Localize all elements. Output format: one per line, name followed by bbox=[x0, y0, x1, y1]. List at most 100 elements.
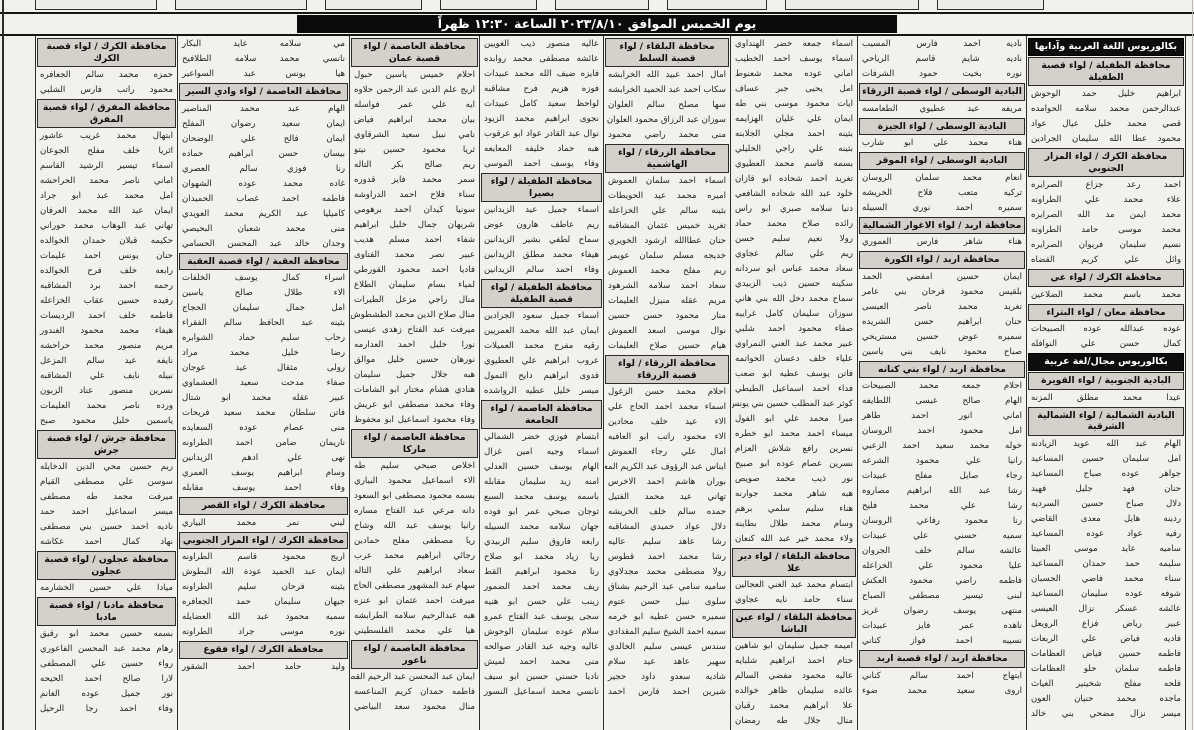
name-row: ثريا محمود حسين نيتو bbox=[354, 145, 475, 155]
name-row: كوثر عبد المطلب حسين بني يونس bbox=[732, 399, 853, 409]
name-row: رولى مثقال عيد عوجان bbox=[182, 363, 345, 373]
name-row: نبيله نايف علي المشاقبه bbox=[40, 371, 173, 381]
name-row: ابتسام محمد عبد الغني العجالين bbox=[735, 580, 853, 590]
name-row: قصي محمد خليل عيال عواد bbox=[1031, 119, 1181, 129]
name-row: امنه زيد سليمان مقابله bbox=[484, 477, 599, 487]
name-row: لبنى تيسير مصطفى الصباح bbox=[862, 591, 1022, 601]
region-header: محافظة الكرك / لواء المزار الجنوبي bbox=[1028, 148, 1184, 177]
name-row: حمده سالم خلف الخريشه bbox=[608, 507, 726, 517]
name-row: ريا زياد محمد ابو صلاح bbox=[484, 552, 599, 562]
name-row: رنا محمود ابراهيم القط bbox=[484, 567, 599, 577]
name-row: احلام جمعه محمد الصبيحات bbox=[862, 381, 1022, 391]
name-row: ميرفت عبد الفتاح زهدى عيسى bbox=[354, 325, 475, 335]
name-row: سليمه حمد حمدان المساعيد bbox=[1031, 558, 1181, 569]
name-row: كاميليا عبد الكريم محمد العويدي bbox=[182, 208, 345, 219]
name-row: عبير محمد عبد الغني النمراوي bbox=[735, 339, 853, 349]
name-row: ريف محمد احمد الضمور bbox=[484, 582, 599, 592]
name-row: عائشه سالم خلف الجروان bbox=[862, 546, 1022, 556]
name-row: فاتن يوسف عطيه ابو صعب bbox=[735, 369, 853, 379]
name-row: رقيه عواد عوده المساعيد bbox=[1031, 528, 1181, 539]
name-row: شفاء احمد مسلم هديب bbox=[354, 235, 475, 245]
name-row: رشا علي محمد فليح bbox=[862, 501, 1022, 511]
name-row: لمياء بسام سليمان الطلاع bbox=[354, 280, 475, 290]
name-row: امل يحيى جبر عساف bbox=[735, 84, 853, 94]
name-row: ايات محمود موسى بني طه bbox=[735, 99, 853, 109]
name-row: اميره محمد عيد الحويطات bbox=[608, 191, 726, 201]
name-row: رنا فوزي سالم العصري bbox=[182, 163, 345, 174]
name-row: الهام عبد محمد المناصير bbox=[182, 103, 345, 114]
name-row: اسراء كمال يوسف الخلفات bbox=[182, 273, 345, 283]
name-row: ناديه احمد فارس المسيب bbox=[862, 39, 1022, 49]
name-row: وفاء احمد سالم الزيدانين bbox=[484, 265, 599, 275]
cropped-header-fragment bbox=[555, 0, 649, 10]
cropped-header-fragment bbox=[937, 0, 1044, 10]
name-row: وليد حامد احمد الشقور bbox=[182, 661, 345, 672]
region-header: محافظة اربد / لواء قصبة اربد bbox=[859, 650, 1025, 668]
region-header: البادية الوسطى / لواء قصبة الزرقاء bbox=[859, 83, 1025, 101]
column-5: عاليه منصور ذيب الغويين عائشه مصطفى محمد … bbox=[479, 36, 603, 730]
name-row: منى محمد احمد لميش bbox=[484, 657, 599, 667]
name-row: سميه حسني علي عبيدات bbox=[862, 531, 1022, 541]
name-row: شيرين احمد فارس احمد bbox=[608, 687, 726, 697]
name-row: فاطمه حمدان كريم المناعسه bbox=[354, 687, 475, 697]
name-row: رولا نعيم سليم حسن bbox=[735, 234, 853, 244]
name-row: وفاء احمد رجا الرحيل bbox=[40, 704, 173, 714]
name-row: باسمه يوسف محمد السبع bbox=[484, 492, 599, 502]
name-row: عاليه وجيه عبد القادر صوالحه bbox=[484, 642, 599, 652]
name-row: فدوى ابراهيم دايح التمول bbox=[484, 371, 599, 381]
name-row: نسيبه احمد فواز كناني bbox=[862, 636, 1022, 646]
name-row: ريم عاطف هارون عوض bbox=[484, 220, 599, 230]
name-row: دلال عواد حميدي المشاقبه bbox=[608, 522, 726, 532]
name-row: اماني ناصر محمد الحراحشه bbox=[40, 176, 173, 186]
cropped-header-fragment bbox=[325, 0, 422, 10]
name-row: اسماء احمد سلمان العموش bbox=[608, 176, 726, 186]
name-row: تغريد خميس عثمان المشاقبه bbox=[608, 221, 726, 231]
name-row: سوزان سليمان كامل غرايبه bbox=[735, 309, 853, 319]
name-row: سماح لطفي بشير الزيدانين bbox=[484, 235, 599, 245]
name-row: اروى سعيد محمد ضوء bbox=[862, 685, 1022, 696]
name-row: حنان عطاالله ارشود الخويري bbox=[608, 236, 726, 246]
region-header: محافظة العاصمة / لواء ماركا bbox=[351, 429, 478, 458]
name-row: نايفه عيد سالم المزعل bbox=[40, 356, 173, 366]
name-row: سكينه حسين ذيب الزبيدي bbox=[735, 279, 853, 289]
name-row: لارا صالح احمد الحيحه bbox=[40, 674, 173, 684]
name-row: جيهان سليمان حمد الجعافره bbox=[182, 597, 345, 607]
name-row: سمر محمد فايز قدوره bbox=[354, 175, 475, 185]
name-row: تهاني عبد الوهاب محمد حوراني bbox=[40, 221, 173, 231]
name-row: لواحظ سعيد كامل عبيدات bbox=[484, 99, 599, 109]
name-row: ريم مفلح محمد العموش bbox=[608, 266, 726, 276]
name-row: سميره عوض حسين مستريحي bbox=[862, 331, 1022, 342]
region-header: محافظة مادبا / لواء قصبة مادبا bbox=[37, 597, 176, 626]
name-row: نور جميل عوده الغانم bbox=[40, 689, 173, 699]
name-row: انعام محمد سلمان الروسان bbox=[862, 172, 1022, 183]
name-row: هبه عبدالرحيم سلامه الطرابشه bbox=[354, 611, 475, 621]
name-row: وجدان خالد عبد المحسن الحسامي bbox=[182, 238, 345, 249]
name-row: ولاء محمد خير عبد الله كنعان bbox=[735, 534, 853, 544]
name-row: رشا عبد الله ابراهيم مصاروه bbox=[862, 486, 1022, 496]
cropped-header-fragment bbox=[440, 0, 537, 10]
region-header: محافظة الكرك / لواء فقوع bbox=[179, 641, 348, 659]
region-header: محافظة الزرقاء / لواء قصبة الزرقاء bbox=[605, 355, 729, 384]
name-row: محمد موسى حامد الطراونه bbox=[1031, 225, 1181, 235]
name-row: وفاء محمود اسماعيل ابو محفوظ bbox=[354, 415, 475, 425]
region-header: البادية الوسطى / لواء الجيزة bbox=[859, 117, 1025, 135]
column-4: محافظة البلقاء / لواء قصبة السلط امال احم… bbox=[603, 36, 730, 730]
name-row: خديجه مسلم سلمان عويمر bbox=[608, 251, 726, 261]
name-row: بوران هاشم احمد الاخرس bbox=[608, 477, 726, 487]
name-row: هناء شاهر فارس العموري bbox=[862, 237, 1022, 247]
column-3: اسماء جمعه خضر الهنداوي اسماء يوسف احمد ا… bbox=[730, 36, 857, 730]
name-row: محمود عطا الله سليمان الجرادين bbox=[1031, 134, 1181, 144]
name-row: ماجده محمد حنيان العون bbox=[1031, 693, 1181, 704]
name-row: اسماء وجيه امين غزال bbox=[484, 447, 599, 457]
name-row: ايمان علي عليان الهزايمه bbox=[735, 114, 853, 124]
name-row: ناهده عمر فايز عبيدات bbox=[862, 621, 1022, 631]
column-1: بكالوريوس اللغة العربية وآدابها محافظة ال… bbox=[1026, 36, 1186, 730]
name-row: بثينه فرحان سليم الطراونه bbox=[182, 582, 345, 592]
region-header: البادية الوسطى / لواء الموقر bbox=[859, 152, 1025, 170]
name-row: ميساء احمد محمد ابو خطره bbox=[735, 429, 853, 439]
region-header: محافظة الكرك / لواء المزار الجنوبي bbox=[179, 531, 348, 549]
name-row: اخلاص صبحي سليم طه bbox=[354, 461, 475, 471]
name-row: نورا خليل احمد العدارمه bbox=[354, 340, 475, 350]
name-row: علا ابراهيم محمد رقبان bbox=[735, 701, 853, 711]
name-row: شريهان جمال خليل ابراهيم bbox=[354, 220, 475, 230]
